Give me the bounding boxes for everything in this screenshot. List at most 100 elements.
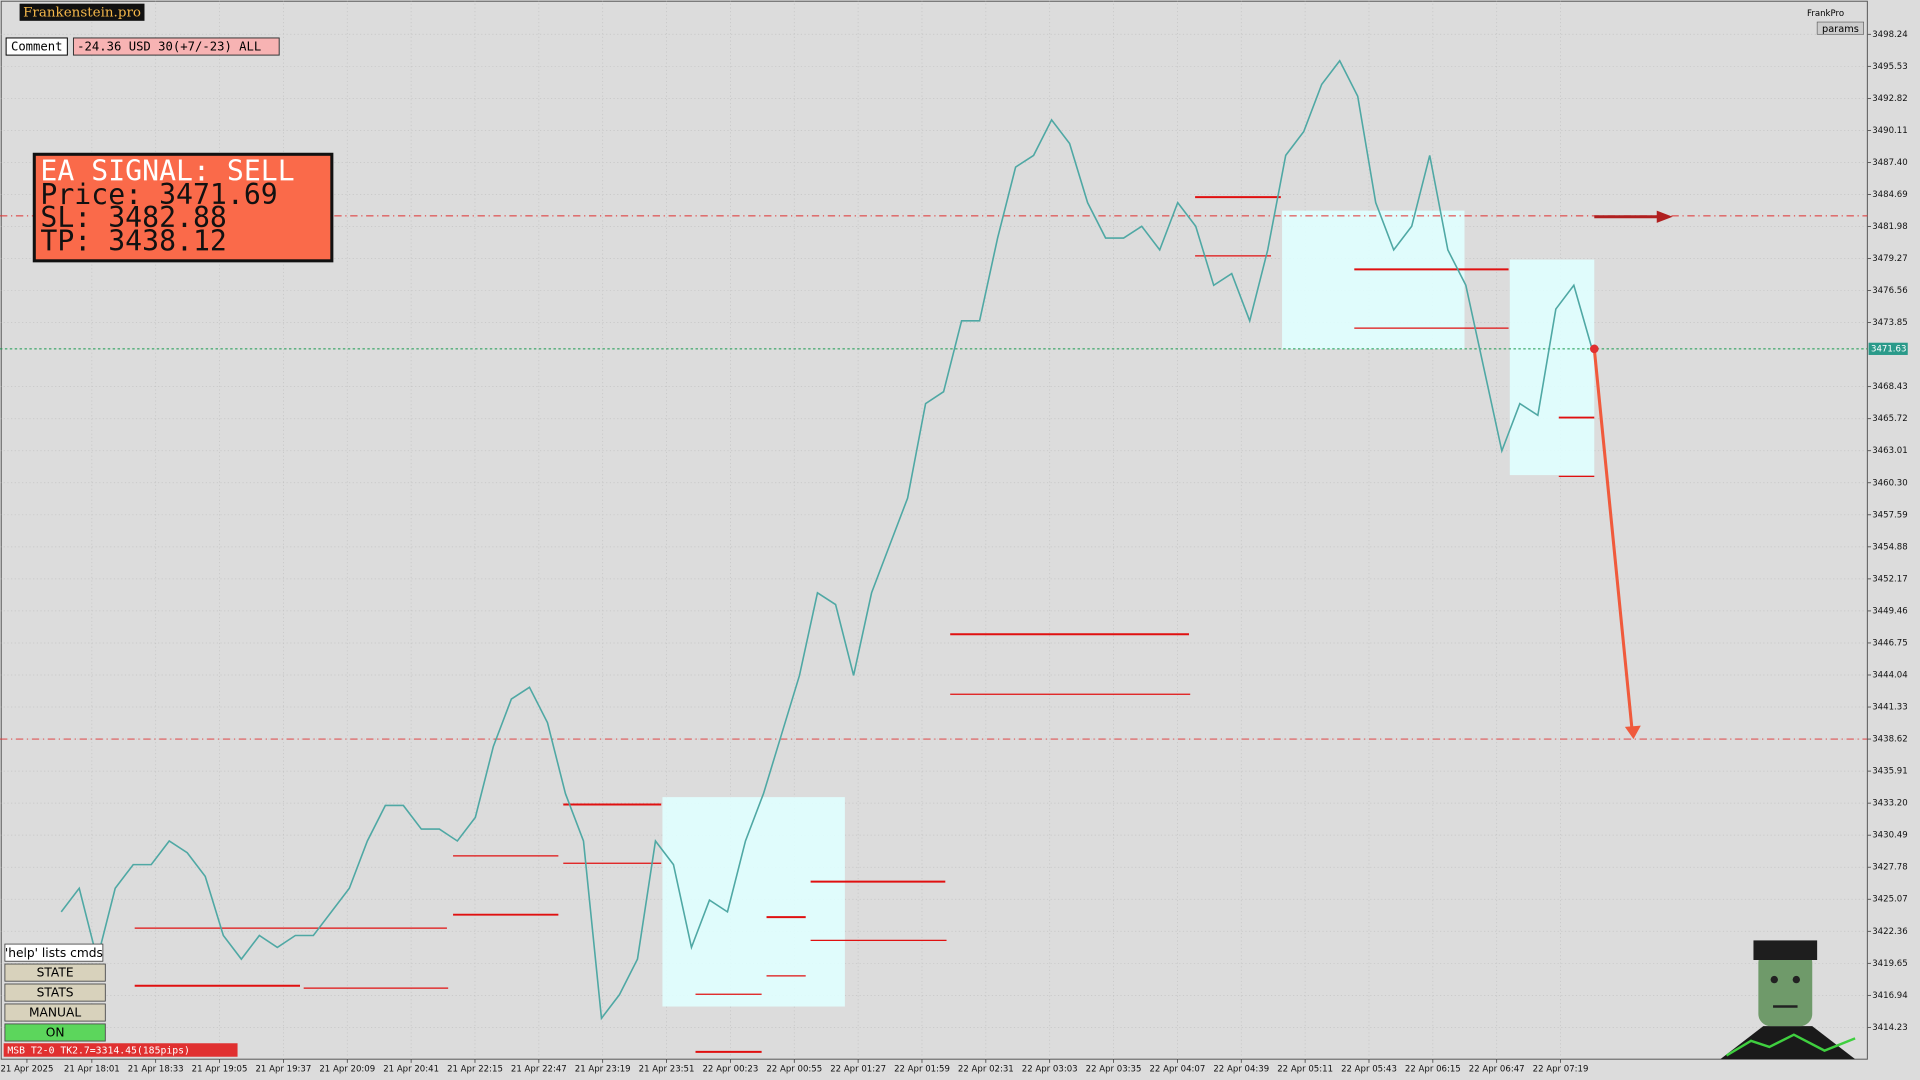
x-tick-label: 22 Apr 03:35 — [1086, 1064, 1142, 1074]
x-tick-label: 21 Apr 22:15 — [447, 1064, 503, 1074]
corner-name: FrankPro — [1807, 9, 1844, 19]
comment-value: -24.36 USD 30(+7/-23) ALL — [77, 40, 261, 54]
x-tick-label: 22 Apr 05:43 — [1341, 1064, 1397, 1074]
button[interactable] — [4, 943, 104, 962]
y-tick-label: 3457.59 — [1872, 510, 1907, 520]
x-tick-label: 21 Apr 20:09 — [319, 1064, 375, 1074]
button[interactable] — [4, 983, 106, 1002]
y-tick-label: 3454.88 — [1872, 542, 1907, 552]
signal-title: EA SIGNAL: SELL — [40, 155, 294, 188]
y-tick-label: 3438.62 — [1872, 735, 1907, 745]
x-tick-label: 21 Apr 22:47 — [511, 1064, 567, 1074]
y-tick-label: 3452.17 — [1872, 574, 1907, 584]
y-tick-label: 3435.91 — [1872, 767, 1907, 777]
y-tick-label: 3419.65 — [1872, 959, 1907, 969]
x-tick-label: 21 Apr 19:37 — [255, 1064, 311, 1074]
button-label[interactable]: STATS — [37, 986, 74, 1000]
comment-label: Comment — [11, 40, 63, 54]
status: MSB T2-0 TK2.7=3314.45(185pips) — [7, 1046, 190, 1057]
y-tick-label: 3492.82 — [1872, 94, 1907, 104]
y-tick-label: 3414.23 — [1872, 1023, 1907, 1033]
x-tick-label: 21 Apr 23:51 — [639, 1064, 695, 1074]
axis: 3498.24 3495.53 3492.82 3490.11 3487.40 3484.… — [0, 30, 1908, 1074]
signal-price: Price: 3471.69 — [40, 178, 277, 211]
plot — [0, 59, 1868, 1021]
sell-arrow — [1592, 348, 1634, 732]
comment-value-box — [72, 37, 280, 56]
y-tick-label: 3465.72 — [1872, 414, 1907, 424]
button-label[interactable]: 'help' lists cmds — [5, 946, 103, 960]
signal-tp: TP: 3438.12 — [40, 224, 226, 257]
button[interactable] — [4, 1003, 106, 1022]
y-tick-label: 3490.11 — [1872, 126, 1907, 136]
y-tick-label: 3430.49 — [1872, 831, 1907, 841]
price-line-series — [60, 59, 1593, 1021]
side-arrow-head — [1656, 210, 1673, 223]
y-tick-label: 3427.78 — [1872, 863, 1907, 873]
x-tick-label: 22 Apr 02:31 — [958, 1064, 1014, 1074]
y-tick-label: 3460.30 — [1872, 478, 1907, 488]
y-tick-label: 3498.24 — [1872, 30, 1907, 40]
x-tick-label: 22 Apr 00:23 — [702, 1064, 758, 1074]
plot-frame — [0, 0, 1868, 1060]
y-tick-label: 3484.69 — [1872, 190, 1907, 200]
y-tick-label: 3422.36 — [1872, 927, 1907, 937]
params-box[interactable] — [1816, 21, 1864, 35]
y-tick-label: 3481.98 — [1872, 222, 1907, 232]
x-tick-label: 21 Apr 18:33 — [128, 1064, 184, 1074]
comment-label-box — [5, 37, 68, 56]
x-tick-label: 21 Apr 18:01 — [64, 1064, 120, 1074]
zones — [134, 196, 1595, 1053]
y-tick-label: 3479.27 — [1872, 254, 1907, 264]
price-label-box — [1868, 342, 1908, 355]
x-tick-label: 21 Apr 23:19 — [575, 1064, 631, 1074]
x-tick-label: 22 Apr 04:07 — [1149, 1064, 1205, 1074]
x-tick-label: 21 Apr 19:05 — [192, 1064, 248, 1074]
y-tick-label: 3444.04 — [1872, 670, 1907, 680]
x-tick-label: 22 Apr 05:11 — [1277, 1064, 1333, 1074]
button[interactable] — [4, 963, 106, 982]
x-tick-label: 22 Apr 07:19 — [1533, 1064, 1589, 1074]
button-label[interactable]: MANUAL — [29, 1006, 81, 1020]
zone — [662, 797, 845, 1007]
y-tick-label: 3449.46 — [1872, 606, 1907, 616]
x-tick-label: 22 Apr 01:27 — [830, 1064, 886, 1074]
y-tick-label: 3495.53 — [1872, 62, 1907, 72]
signal-box — [32, 152, 334, 263]
y-tick-label: 3473.85 — [1872, 318, 1907, 328]
x-tick-label: 22 Apr 03:03 — [1022, 1064, 1078, 1074]
button[interactable] — [4, 1023, 106, 1042]
brand-box — [19, 3, 145, 21]
params[interactable]: params — [1822, 24, 1859, 35]
x-tick-label: 22 Apr 06:47 — [1469, 1064, 1525, 1074]
button-label[interactable]: ON — [46, 1026, 65, 1040]
x-tick-label: 22 Apr 06:15 — [1405, 1064, 1461, 1074]
y-tick-label: 3463.01 — [1872, 446, 1907, 456]
y-tick-label: 3425.07 — [1872, 895, 1907, 905]
entry-dot — [1590, 344, 1599, 354]
y-tick-label: 3487.40 — [1872, 158, 1907, 168]
x-tick-label: 21 Apr 2025 — [0, 1064, 53, 1074]
x-tick-label: 21 Apr 20:41 — [383, 1064, 439, 1074]
y-tick-label: 3476.56 — [1872, 286, 1907, 296]
x-tick-label: 22 Apr 00:55 — [766, 1064, 822, 1074]
sell-arrow-head — [1624, 725, 1641, 740]
y-tick-label: 3433.20 — [1872, 799, 1907, 809]
y-tick-label: 3468.43 — [1872, 382, 1907, 392]
grid — [0, 0, 1868, 1060]
zone — [1282, 210, 1465, 349]
price-label: 3471.63 — [1871, 344, 1906, 354]
zone — [1509, 259, 1595, 476]
y-tick-label: 3446.75 — [1872, 638, 1907, 648]
signal-sl: SL: 3482.88 — [40, 201, 226, 234]
button-label[interactable]: STATE — [37, 966, 74, 980]
y-tick-label: 3416.94 — [1872, 991, 1907, 1001]
x-tick-label: 22 Apr 01:59 — [894, 1064, 950, 1074]
status-box — [3, 1043, 238, 1057]
y-tick-label: 3441.33 — [1872, 703, 1907, 713]
button-panel: 'help' lists cmds STATE STATS MANUAL ON — [4, 943, 106, 1042]
brand: Frankenstein.pro — [23, 5, 141, 20]
mascot — [1720, 940, 1856, 1060]
